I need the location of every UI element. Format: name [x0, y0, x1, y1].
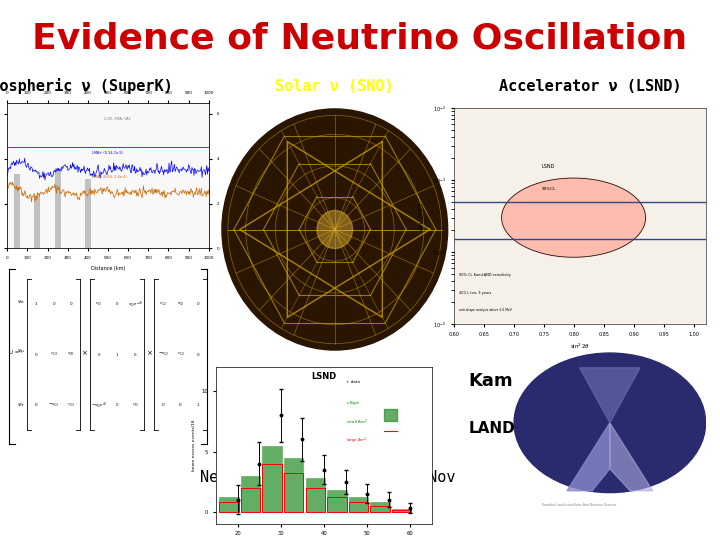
Text: Evidence of Neutrino Oscillation: Evidence of Neutrino Oscillation [32, 22, 688, 56]
Text: Solar ν (SNO): Solar ν (SNO) [276, 79, 394, 94]
Text: Accelerator ν (LSND): Accelerator ν (LSND) [499, 79, 682, 94]
Text: Neutrino at Daya Bay, 28 Nov: Neutrino at Daya Bay, 28 Nov [200, 470, 455, 485]
Text: 2003: 2003 [310, 503, 346, 518]
Text: Atmospheric ν (SuperK): Atmospheric ν (SuperK) [0, 78, 172, 94]
